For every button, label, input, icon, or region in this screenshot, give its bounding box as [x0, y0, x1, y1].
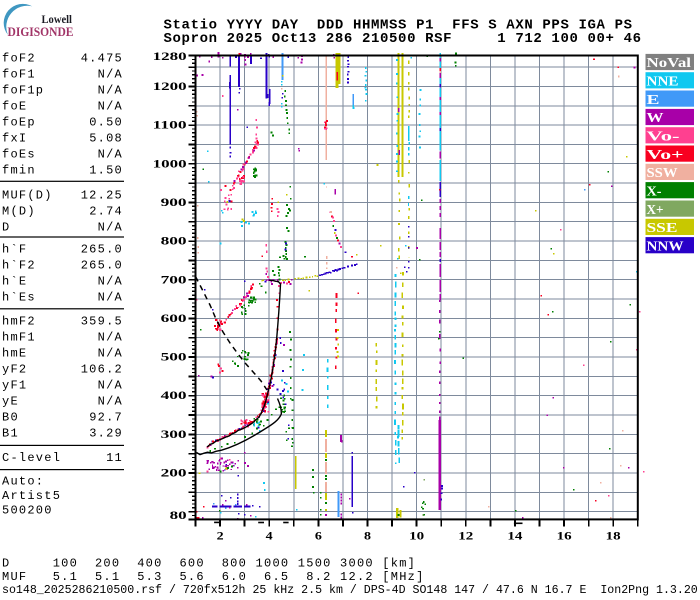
svg-text:foEs: foEs: [2, 147, 36, 161]
svg-text:Lowell: Lowell: [42, 14, 73, 26]
svg-text:300: 300: [161, 429, 187, 441]
svg-text:400: 400: [161, 390, 187, 402]
svg-text:N/A: N/A: [98, 67, 123, 81]
svg-text:500200: 500200: [2, 504, 53, 518]
svg-text:Vo+: Vo+: [647, 147, 684, 162]
svg-text:hmE: hmE: [2, 346, 27, 360]
svg-text:fxI: fxI: [2, 131, 27, 145]
svg-text:Sopron 2025 Oct13 286 210500 R: Sopron 2025 Oct13 286 210500 RSF 1 712 1…: [164, 31, 642, 47]
svg-text:92.7: 92.7: [89, 410, 123, 424]
svg-text:4: 4: [266, 529, 273, 543]
svg-text:N/A: N/A: [98, 290, 123, 304]
svg-text:Statio YYYY DAY DDD HHMMSS P1: Statio YYYY DAY DDD HHMMSS P1 FFS S AXN …: [164, 17, 633, 33]
svg-text:fmin: fmin: [2, 163, 36, 177]
svg-text:1000: 1000: [153, 158, 187, 170]
svg-text:W: W: [647, 110, 664, 125]
svg-text:200: 200: [161, 468, 187, 480]
svg-text:3.29: 3.29: [89, 426, 123, 440]
svg-text:B1: B1: [2, 426, 19, 440]
svg-text:hmF1: hmF1: [2, 330, 36, 344]
svg-text:h`Es: h`Es: [2, 290, 36, 304]
svg-text:h`E: h`E: [2, 275, 27, 289]
svg-text:80: 80: [170, 510, 187, 522]
svg-text:yF1: yF1: [2, 378, 27, 392]
svg-text:MUF 5.1 5.1 5.3 5.6 6.0: MUF 5.1 5.1 5.3 5.6 6.0 6.5 8.2 12.2 [MH…: [2, 570, 425, 584]
svg-text:SSE: SSE: [647, 220, 678, 235]
svg-text:0.50: 0.50: [89, 115, 123, 129]
svg-text:6: 6: [315, 529, 322, 543]
svg-text:4.475: 4.475: [81, 51, 123, 65]
svg-text:MUF(D): MUF(D): [2, 188, 53, 202]
svg-text:SSW: SSW: [647, 165, 678, 180]
svg-text:N/A: N/A: [98, 147, 123, 161]
svg-text:foF1p: foF1p: [2, 83, 44, 97]
svg-text:14: 14: [507, 529, 522, 543]
svg-text:X+: X+: [647, 202, 664, 217]
svg-text:900: 900: [161, 197, 187, 209]
svg-text:800: 800: [161, 236, 187, 248]
svg-text:h`F: h`F: [2, 243, 27, 257]
svg-text:Auto:: Auto:: [2, 474, 44, 488]
svg-text:10: 10: [409, 529, 424, 543]
svg-text:yF2: yF2: [2, 362, 27, 376]
svg-text:N/A: N/A: [98, 275, 123, 289]
svg-text:11: 11: [106, 451, 123, 465]
svg-text:B0: B0: [2, 410, 19, 424]
svg-text:N/A: N/A: [98, 346, 123, 360]
svg-text:E: E: [647, 92, 660, 107]
svg-text:foF1: foF1: [2, 67, 36, 81]
svg-text:700: 700: [161, 274, 187, 286]
svg-text:N/A: N/A: [98, 378, 123, 392]
svg-text:M(D): M(D): [2, 204, 36, 218]
svg-text:12: 12: [458, 529, 473, 543]
svg-text:Vo-: Vo-: [647, 129, 681, 144]
svg-text:D: D: [2, 220, 10, 234]
svg-text:12.25: 12.25: [81, 188, 123, 202]
svg-text:359.5: 359.5: [81, 314, 123, 328]
svg-text:hmF2: hmF2: [2, 314, 36, 328]
svg-text:h`F2: h`F2: [2, 259, 36, 273]
svg-text:D 100 200 400 600 800: D 100 200 400 600 800 1000 1500 3000 [km…: [2, 557, 416, 571]
svg-text:8: 8: [364, 529, 371, 543]
svg-text:265.0: 265.0: [81, 243, 123, 257]
svg-text:X-: X-: [647, 183, 662, 198]
svg-text:foF2: foF2: [2, 51, 36, 65]
svg-text:so148_2025286210500.rsf / 720f: so148_2025286210500.rsf / 720fx512h 25 k…: [2, 584, 698, 597]
svg-text:C-level: C-level: [2, 451, 61, 465]
svg-text:NNW: NNW: [647, 238, 684, 253]
svg-text:N/A: N/A: [98, 330, 123, 344]
svg-text:NoVal: NoVal: [647, 55, 692, 70]
svg-text:1.50: 1.50: [89, 163, 123, 177]
svg-text:N/A: N/A: [98, 394, 123, 408]
svg-text:foEp: foEp: [2, 115, 36, 129]
svg-text:N/A: N/A: [98, 220, 123, 234]
svg-text:265.0: 265.0: [81, 259, 123, 273]
svg-text:500: 500: [161, 352, 187, 364]
svg-text:foE: foE: [2, 99, 27, 113]
svg-text:N/A: N/A: [98, 83, 123, 97]
svg-text:16: 16: [557, 529, 572, 543]
svg-text:N/A: N/A: [98, 99, 123, 113]
svg-text:Artist5: Artist5: [2, 489, 61, 503]
svg-text:600: 600: [161, 313, 187, 325]
svg-text:1200: 1200: [153, 81, 187, 93]
svg-text:2: 2: [217, 529, 224, 543]
svg-text:DIGISONDE: DIGISONDE: [8, 25, 74, 39]
svg-text:18: 18: [606, 529, 621, 543]
svg-text:2.74: 2.74: [89, 204, 123, 218]
svg-text:5.08: 5.08: [89, 131, 123, 145]
svg-text:yE: yE: [2, 394, 19, 408]
svg-text:NNE: NNE: [647, 74, 679, 89]
svg-text:106.2: 106.2: [81, 362, 123, 376]
svg-text:1100: 1100: [153, 120, 187, 132]
svg-text:1280: 1280: [153, 51, 187, 63]
